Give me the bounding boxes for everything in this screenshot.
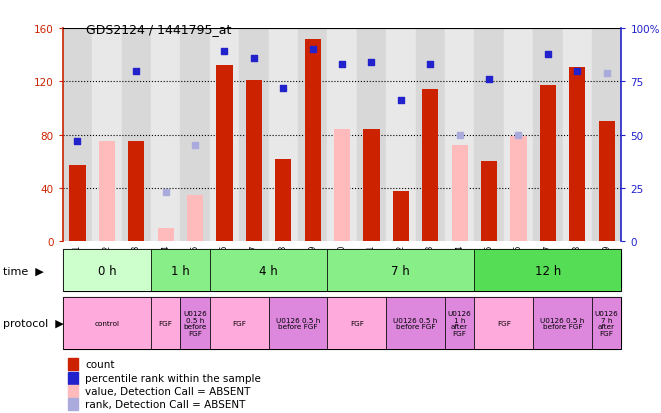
Bar bbox=[151, 250, 210, 291]
Bar bbox=[386, 29, 416, 242]
Bar bbox=[334, 130, 350, 242]
Point bbox=[131, 68, 141, 75]
Bar bbox=[298, 29, 327, 242]
Point bbox=[161, 190, 171, 196]
Point bbox=[484, 77, 494, 83]
Bar bbox=[504, 29, 533, 242]
Bar bbox=[187, 195, 203, 242]
Point bbox=[307, 47, 318, 53]
Bar bbox=[540, 86, 556, 242]
Bar bbox=[69, 166, 85, 242]
Point bbox=[454, 132, 465, 139]
Bar bbox=[92, 29, 122, 242]
Bar bbox=[122, 29, 151, 242]
Point bbox=[249, 55, 259, 62]
Bar bbox=[268, 29, 298, 242]
Bar bbox=[180, 297, 210, 349]
Point bbox=[425, 62, 436, 69]
Text: FGF: FGF bbox=[159, 320, 173, 326]
Text: value, Detection Call = ABSENT: value, Detection Call = ABSENT bbox=[85, 386, 251, 396]
Point bbox=[190, 142, 200, 149]
Bar bbox=[563, 29, 592, 242]
Point bbox=[602, 70, 612, 77]
Bar bbox=[246, 81, 262, 242]
Bar bbox=[68, 385, 79, 397]
Text: U0126
7 h
after
FGF: U0126 7 h after FGF bbox=[595, 311, 619, 336]
Point bbox=[572, 68, 582, 75]
Bar bbox=[68, 358, 79, 370]
Bar bbox=[475, 297, 533, 349]
Bar bbox=[268, 297, 327, 349]
Text: count: count bbox=[85, 359, 114, 369]
Text: 1 h: 1 h bbox=[171, 264, 190, 277]
Text: U0126 0.5 h
before FGF: U0126 0.5 h before FGF bbox=[541, 317, 585, 330]
Text: control: control bbox=[95, 320, 120, 326]
Bar bbox=[422, 90, 438, 242]
Text: 7 h: 7 h bbox=[391, 264, 410, 277]
Bar bbox=[216, 66, 233, 242]
Bar bbox=[451, 146, 468, 242]
Bar bbox=[445, 29, 475, 242]
Bar bbox=[475, 29, 504, 242]
Point bbox=[513, 132, 524, 139]
Bar bbox=[98, 142, 115, 242]
Bar bbox=[386, 297, 445, 349]
Bar bbox=[327, 297, 386, 349]
Bar bbox=[569, 67, 586, 242]
Text: FGF: FGF bbox=[232, 320, 246, 326]
Bar bbox=[533, 29, 563, 242]
Text: 4 h: 4 h bbox=[259, 264, 278, 277]
Point bbox=[543, 51, 553, 58]
Bar bbox=[128, 142, 144, 242]
Text: U0126 0.5 h
before FGF: U0126 0.5 h before FGF bbox=[276, 317, 320, 330]
Bar bbox=[592, 297, 621, 349]
Bar bbox=[210, 297, 268, 349]
Text: 12 h: 12 h bbox=[535, 264, 561, 277]
Bar bbox=[510, 137, 527, 242]
Bar bbox=[445, 297, 475, 349]
Text: U0126
0.5 h
before
FGF: U0126 0.5 h before FGF bbox=[183, 311, 207, 336]
Text: GDS2124 / 1441795_at: GDS2124 / 1441795_at bbox=[86, 23, 231, 36]
Text: FGF: FGF bbox=[497, 320, 511, 326]
Bar bbox=[68, 398, 79, 410]
Point bbox=[219, 49, 230, 56]
Bar bbox=[151, 297, 180, 349]
Point bbox=[336, 62, 348, 69]
Bar bbox=[475, 250, 621, 291]
Bar bbox=[210, 250, 327, 291]
Point bbox=[395, 98, 406, 104]
Bar bbox=[357, 29, 386, 242]
Bar bbox=[393, 191, 409, 242]
Bar bbox=[275, 159, 292, 242]
Bar bbox=[327, 29, 357, 242]
Text: protocol  ▶: protocol ▶ bbox=[3, 318, 64, 328]
Text: FGF: FGF bbox=[350, 320, 364, 326]
Bar bbox=[592, 29, 621, 242]
Bar bbox=[416, 29, 445, 242]
Bar bbox=[599, 122, 615, 242]
Bar bbox=[68, 372, 79, 384]
Bar bbox=[481, 162, 497, 242]
Point bbox=[72, 138, 83, 145]
Bar bbox=[63, 29, 92, 242]
Point bbox=[278, 85, 289, 92]
Point bbox=[366, 59, 377, 66]
Bar bbox=[210, 29, 239, 242]
Bar bbox=[364, 130, 379, 242]
Bar bbox=[157, 228, 174, 242]
Text: 0 h: 0 h bbox=[98, 264, 116, 277]
Text: time  ▶: time ▶ bbox=[3, 266, 44, 275]
Bar bbox=[533, 297, 592, 349]
Bar bbox=[180, 29, 210, 242]
Bar bbox=[327, 250, 475, 291]
Text: U0126
1 h
after
FGF: U0126 1 h after FGF bbox=[447, 311, 471, 336]
Bar bbox=[151, 29, 180, 242]
Text: rank, Detection Call = ABSENT: rank, Detection Call = ABSENT bbox=[85, 399, 245, 409]
Bar bbox=[63, 250, 151, 291]
Text: U0126 0.5 h
before FGF: U0126 0.5 h before FGF bbox=[393, 317, 438, 330]
Bar bbox=[63, 297, 151, 349]
Bar bbox=[305, 40, 321, 242]
Text: percentile rank within the sample: percentile rank within the sample bbox=[85, 373, 261, 383]
Bar bbox=[239, 29, 268, 242]
